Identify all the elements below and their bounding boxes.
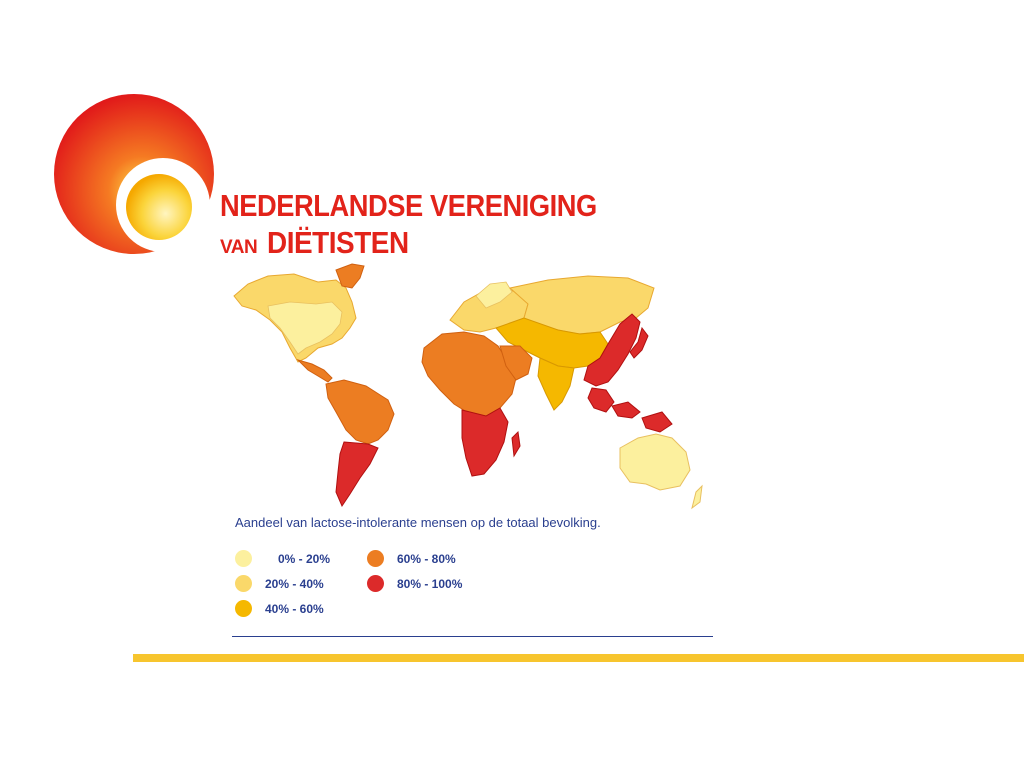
logo-wordmark-line2: VAN DIËTISTEN — [220, 225, 425, 261]
legend-label: 60% - 80% — [397, 551, 456, 566]
legend-label: 0% - 20% — [278, 551, 331, 566]
legend-label: 40% - 60% — [265, 601, 324, 616]
region-south-america — [325, 379, 395, 445]
region-middle-east — [499, 345, 533, 381]
legend-item: 0% - 20% — [235, 550, 330, 567]
legend-swatch-icon — [235, 575, 252, 592]
logo-wordmark-line1: NEDERLANDSE VERENIGING — [220, 188, 597, 223]
legend-swatch-icon — [235, 600, 252, 617]
logo-wordmark-van: VAN — [220, 237, 258, 258]
logo-wordmark-dietisten: DIËTISTEN — [267, 225, 409, 260]
legend-label: 20% - 40% — [265, 576, 324, 591]
region-new-zealand — [691, 484, 703, 510]
world-map — [233, 263, 703, 510]
region-south-america-south — [335, 441, 379, 508]
region-indonesia — [611, 401, 673, 433]
legend-swatch-icon — [235, 550, 252, 567]
region-africa-north — [421, 331, 517, 417]
region-japan — [629, 326, 649, 359]
legend-swatch-icon — [367, 550, 384, 567]
divider-line — [232, 636, 713, 637]
legend-label: 80% - 100% — [397, 576, 463, 591]
map-caption: Aandeel van lactose-intolerante mensen o… — [235, 515, 601, 530]
region-central-america — [296, 358, 333, 383]
nvd-logo-icon — [54, 94, 214, 254]
region-scandinavia — [475, 281, 513, 309]
accent-bar — [133, 654, 1024, 662]
region-india — [537, 357, 575, 411]
legend-item: 40% - 60% — [235, 600, 324, 617]
region-madagascar — [511, 430, 521, 458]
region-greenland — [335, 263, 365, 289]
region-southeast-asia — [587, 387, 615, 413]
legend-item: 80% - 100% — [367, 575, 462, 592]
region-usa-canada-south — [267, 301, 343, 355]
region-africa-south — [461, 407, 509, 477]
region-east-asia — [583, 313, 641, 387]
legend-item: 60% - 80% — [367, 550, 456, 567]
legend-swatch-icon — [367, 575, 384, 592]
region-australia — [619, 433, 691, 491]
legend-item: 20% - 40% — [235, 575, 324, 592]
